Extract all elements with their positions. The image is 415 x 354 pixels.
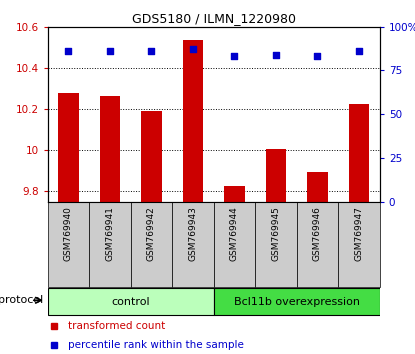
Point bbox=[273, 52, 279, 57]
Bar bbox=[141, 111, 162, 202]
Bar bbox=[89, 202, 131, 287]
Text: GSM769946: GSM769946 bbox=[313, 206, 322, 261]
Point bbox=[356, 48, 362, 54]
Title: GDS5180 / ILMN_1220980: GDS5180 / ILMN_1220980 bbox=[132, 12, 296, 25]
Bar bbox=[338, 202, 380, 287]
Point bbox=[65, 48, 72, 54]
Bar bbox=[255, 202, 297, 287]
Point bbox=[314, 53, 321, 59]
Text: control: control bbox=[111, 297, 150, 307]
Bar bbox=[172, 202, 214, 287]
Bar bbox=[48, 202, 89, 287]
Bar bbox=[307, 172, 328, 202]
Text: Bcl11b overexpression: Bcl11b overexpression bbox=[234, 297, 360, 307]
Text: GSM769947: GSM769947 bbox=[354, 206, 364, 261]
Bar bbox=[58, 92, 79, 202]
Text: protocol: protocol bbox=[0, 295, 44, 305]
Bar bbox=[224, 186, 245, 202]
Text: GSM769943: GSM769943 bbox=[188, 206, 198, 261]
Bar bbox=[214, 202, 255, 287]
Bar bbox=[100, 96, 120, 202]
Text: GSM769945: GSM769945 bbox=[271, 206, 281, 261]
Bar bbox=[266, 149, 286, 202]
Text: GSM769940: GSM769940 bbox=[64, 206, 73, 261]
Text: GSM769942: GSM769942 bbox=[147, 206, 156, 261]
Bar bbox=[349, 104, 369, 202]
Text: transformed count: transformed count bbox=[68, 321, 165, 331]
Text: GSM769944: GSM769944 bbox=[230, 206, 239, 261]
Bar bbox=[131, 202, 172, 287]
Bar bbox=[297, 202, 338, 287]
Bar bbox=[214, 288, 380, 315]
Point bbox=[231, 53, 238, 59]
Point bbox=[107, 48, 113, 54]
Bar bbox=[48, 288, 214, 315]
Point bbox=[148, 48, 155, 54]
Text: percentile rank within the sample: percentile rank within the sample bbox=[68, 340, 244, 350]
Bar bbox=[183, 40, 203, 202]
Text: GSM769941: GSM769941 bbox=[105, 206, 115, 261]
Point bbox=[190, 46, 196, 52]
